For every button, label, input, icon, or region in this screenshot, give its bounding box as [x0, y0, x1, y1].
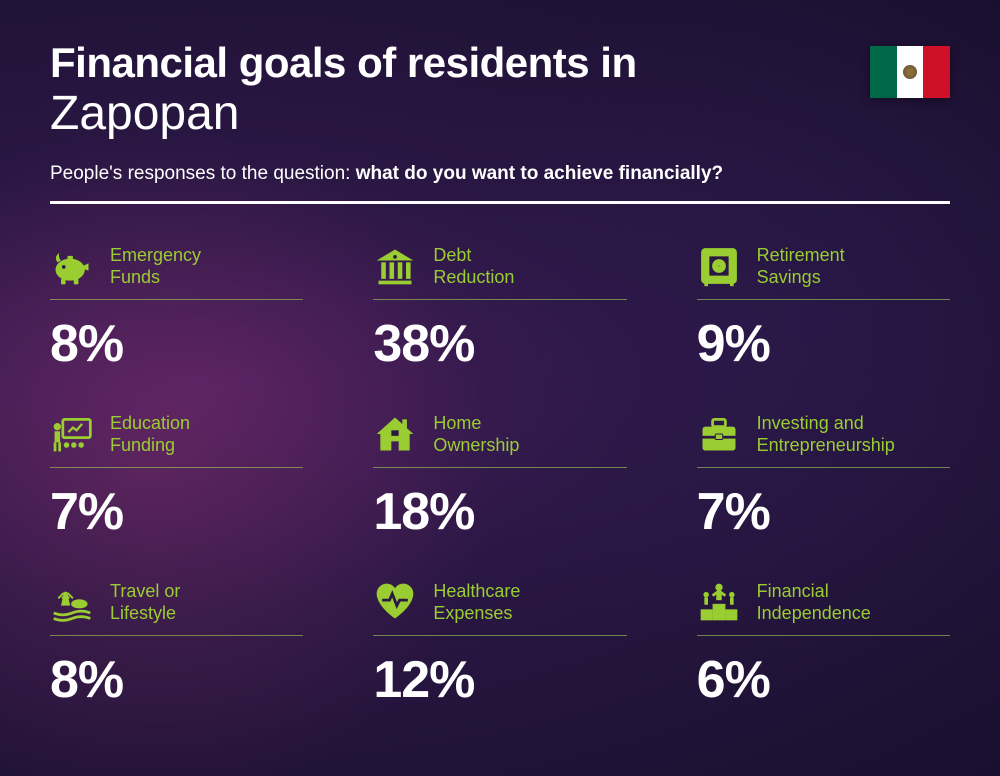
goal-item-head: Travel orLifestyle: [50, 580, 303, 636]
goal-item: Travel orLifestyle 8%: [50, 580, 303, 710]
flag-emblem: [903, 65, 917, 79]
travel-icon: [50, 580, 94, 624]
health-icon: [373, 580, 417, 624]
flag-white-stripe: [897, 46, 924, 98]
bank-icon: [373, 244, 417, 288]
goal-value: 8%: [50, 650, 303, 710]
goal-item: HealthcareExpenses 12%: [373, 580, 626, 710]
goal-value: 9%: [697, 314, 950, 374]
goal-value: 7%: [697, 482, 950, 542]
goal-value: 8%: [50, 314, 303, 374]
title-city: Zapopan: [50, 88, 950, 141]
header-divider: [50, 201, 950, 204]
goal-item-head: DebtReduction: [373, 244, 626, 300]
flag-green-stripe: [870, 46, 897, 98]
goal-item-head: HomeOwnership: [373, 412, 626, 468]
subtitle-bold: what do you want to achieve financially?: [356, 163, 723, 184]
goal-value: 18%: [373, 482, 626, 542]
goal-item: HomeOwnership 18%: [373, 412, 626, 542]
goal-item-head: EmergencyFunds: [50, 244, 303, 300]
goal-item-head: HealthcareExpenses: [373, 580, 626, 636]
goal-label: FinancialIndependence: [757, 580, 871, 625]
mexico-flag-icon: [870, 46, 950, 98]
goal-value: 38%: [373, 314, 626, 374]
goal-label: EmergencyFunds: [110, 244, 201, 289]
content-container: Financial goals of residents in Zapopan …: [0, 0, 1000, 750]
goal-label: HomeOwnership: [433, 412, 519, 457]
goal-item-head: RetirementSavings: [697, 244, 950, 300]
presentation-icon: [50, 412, 94, 456]
goal-value: 12%: [373, 650, 626, 710]
goal-item: EducationFunding 7%: [50, 412, 303, 542]
goal-item: Investing andEntrepreneurship 7%: [697, 412, 950, 542]
goal-label: RetirementSavings: [757, 244, 845, 289]
podium-icon: [697, 580, 741, 624]
goal-value: 7%: [50, 482, 303, 542]
subtitle-prefix: People's responses to the question:: [50, 163, 356, 184]
title-line1: Financial goals of residents in: [50, 40, 950, 86]
house-icon: [373, 412, 417, 456]
goal-label: Travel orLifestyle: [110, 580, 180, 625]
goal-item-head: FinancialIndependence: [697, 580, 950, 636]
goal-item-head: Investing andEntrepreneurship: [697, 412, 950, 468]
subtitle: People's responses to the question: what…: [50, 163, 950, 185]
piggy-bank-icon: [50, 244, 94, 288]
goal-label: Investing andEntrepreneurship: [757, 412, 895, 457]
goal-item: DebtReduction 38%: [373, 244, 626, 374]
goal-label: HealthcareExpenses: [433, 580, 520, 625]
goal-item: EmergencyFunds 8%: [50, 244, 303, 374]
goal-item-head: EducationFunding: [50, 412, 303, 468]
goal-item: RetirementSavings 9%: [697, 244, 950, 374]
flag-red-stripe: [923, 46, 950, 98]
goal-label: DebtReduction: [433, 244, 514, 289]
goal-item: FinancialIndependence 6%: [697, 580, 950, 710]
goal-value: 6%: [697, 650, 950, 710]
safe-icon: [697, 244, 741, 288]
briefcase-icon: [697, 412, 741, 456]
goal-label: EducationFunding: [110, 412, 190, 457]
header: Financial goals of residents in Zapopan …: [50, 40, 950, 204]
goals-grid: EmergencyFunds 8% DebtReduction 38% Retireme…: [50, 244, 950, 710]
